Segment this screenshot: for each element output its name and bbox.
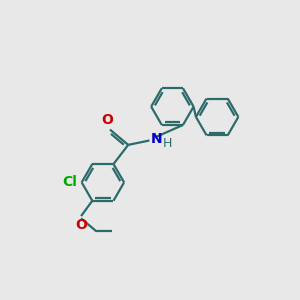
Text: O: O	[101, 112, 113, 127]
Text: Cl: Cl	[62, 176, 77, 189]
Text: N: N	[151, 132, 163, 146]
Text: O: O	[75, 218, 87, 233]
Text: H: H	[163, 137, 172, 150]
